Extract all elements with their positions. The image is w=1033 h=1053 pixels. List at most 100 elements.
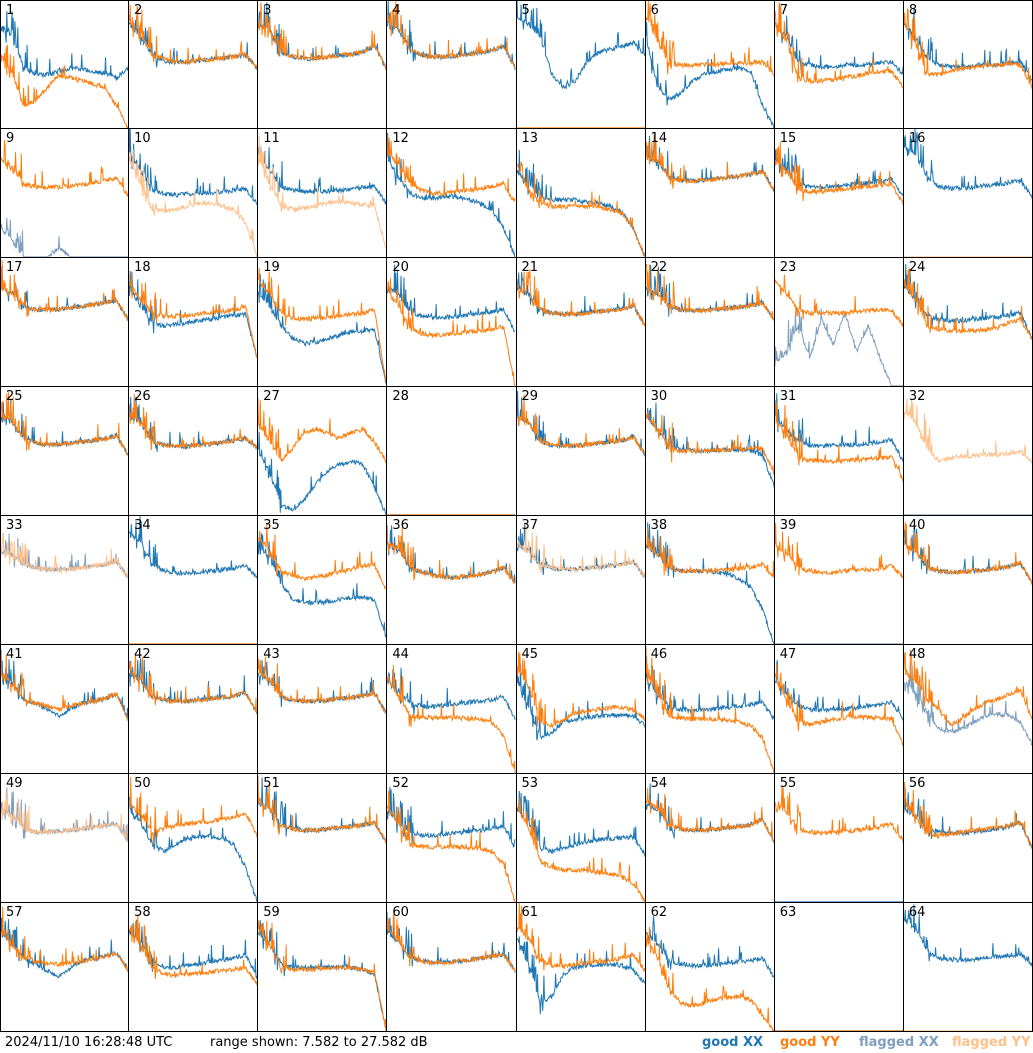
trace-good-yy (517, 797, 645, 902)
trace-good-xx (646, 403, 774, 488)
panel-plot (775, 258, 903, 386)
trace-flagged-xx (904, 662, 1032, 745)
panel-38: 38 (645, 516, 775, 645)
panel-11: 11 (258, 129, 388, 258)
trace-good-yy (1, 260, 128, 320)
panel-label: 52 (392, 776, 409, 791)
trace-good-yy (646, 927, 774, 1031)
panel-label: 24 (908, 260, 926, 275)
panel-plot (775, 387, 903, 515)
trace-good-yy (517, 903, 645, 971)
panel-9: 9 (0, 129, 130, 258)
panel-label: 4 (392, 3, 401, 18)
panel-label: 37 (521, 518, 539, 533)
panel-plot (129, 774, 257, 902)
trace-good-xx (387, 133, 515, 257)
trace-good-yy (1, 45, 128, 128)
legend-flagged-xx: flagged XX (859, 1035, 939, 1050)
panel-label: 58 (134, 905, 151, 920)
panel-48: 48 (903, 645, 1033, 774)
trace-good-yy (387, 525, 515, 583)
panel-34: 34 (129, 516, 259, 645)
trace-good-yy (904, 9, 1032, 89)
panel-3: 3 (258, 0, 388, 129)
trace-good-yy (129, 652, 257, 712)
panel-label: 3 (263, 3, 272, 18)
panel-label: 28 (392, 389, 409, 404)
trace-good-xx (775, 148, 903, 196)
panel-label: 21 (521, 260, 539, 275)
trace-good-xx (258, 920, 386, 1031)
panel-plot (387, 129, 515, 257)
panel-label: 11 (263, 131, 280, 146)
panel-plot (646, 903, 774, 1031)
trace-good-yy (1, 907, 128, 971)
panel-label: 61 (521, 905, 539, 920)
panel-label: 5 (521, 3, 530, 18)
panel-plot (387, 1, 515, 128)
panel-label: 57 (6, 905, 23, 920)
trace-flagged-yy (904, 399, 1032, 463)
panel-label: 46 (650, 647, 668, 662)
panel-plot (129, 129, 257, 257)
panel-plot (258, 258, 386, 386)
panel-label: 51 (263, 776, 280, 791)
panel-plot (1, 387, 128, 515)
panel-plot (904, 774, 1032, 902)
panel-64: 64 (903, 903, 1033, 1032)
panel-label: 38 (650, 518, 668, 533)
panel-8: 8 (903, 0, 1033, 129)
panel-63: 63 (774, 903, 904, 1032)
panel-plot (258, 129, 386, 257)
panel-plot (775, 129, 903, 257)
trace-good-yy (129, 5, 257, 70)
panel-1: 1 (0, 0, 130, 129)
panel-19: 19 (258, 258, 388, 387)
panel-plot (1, 903, 128, 1031)
panel-plot (646, 258, 774, 386)
trace-good-yy (387, 913, 515, 971)
trace-good-yy (904, 650, 1032, 727)
panel-44: 44 (387, 645, 517, 774)
panel-plot (517, 387, 645, 515)
panel-label: 1 (6, 3, 15, 18)
trace-good-yy (129, 777, 257, 844)
panel-plot (387, 258, 515, 386)
panel-label: 39 (779, 518, 797, 533)
panel-label: 59 (263, 905, 280, 920)
panel-label: 30 (650, 389, 668, 404)
trace-good-xx (517, 937, 645, 1015)
panel-label: 31 (779, 389, 797, 404)
panel-53: 53 (516, 774, 646, 903)
panel-plot (646, 387, 774, 515)
panel-39: 39 (774, 516, 904, 645)
trace-good-yy (387, 665, 515, 773)
panel-plot (387, 774, 515, 902)
panel-24: 24 (903, 258, 1033, 387)
panel-20: 20 (387, 258, 517, 387)
panel-plot (517, 903, 645, 1031)
panel-56: 56 (903, 774, 1033, 903)
trace-good-xx (129, 271, 257, 356)
panel-37: 37 (516, 516, 646, 645)
panel-6: 6 (645, 0, 775, 129)
trace-good-xx (387, 668, 515, 720)
panel-35: 35 (258, 516, 388, 645)
panel-label: 40 (908, 518, 926, 533)
trace-good-xx (904, 264, 1032, 339)
panel-plot (904, 1, 1032, 128)
trace-good-yy (258, 920, 386, 1031)
trace-good-yy (258, 3, 386, 69)
panel-plot (387, 645, 515, 773)
panel-label: 60 (392, 905, 409, 920)
panel-16: 16 (903, 129, 1033, 258)
panel-plot (387, 387, 515, 515)
panel-33: 33 (0, 516, 130, 645)
panel-42: 42 (129, 645, 259, 774)
panel-label: 20 (392, 260, 409, 275)
panel-60: 60 (387, 903, 517, 1032)
trace-good-xx (904, 904, 1032, 965)
trace-good-xx (129, 129, 257, 205)
panel-label: 15 (779, 131, 797, 146)
panel-14: 14 (645, 129, 775, 258)
